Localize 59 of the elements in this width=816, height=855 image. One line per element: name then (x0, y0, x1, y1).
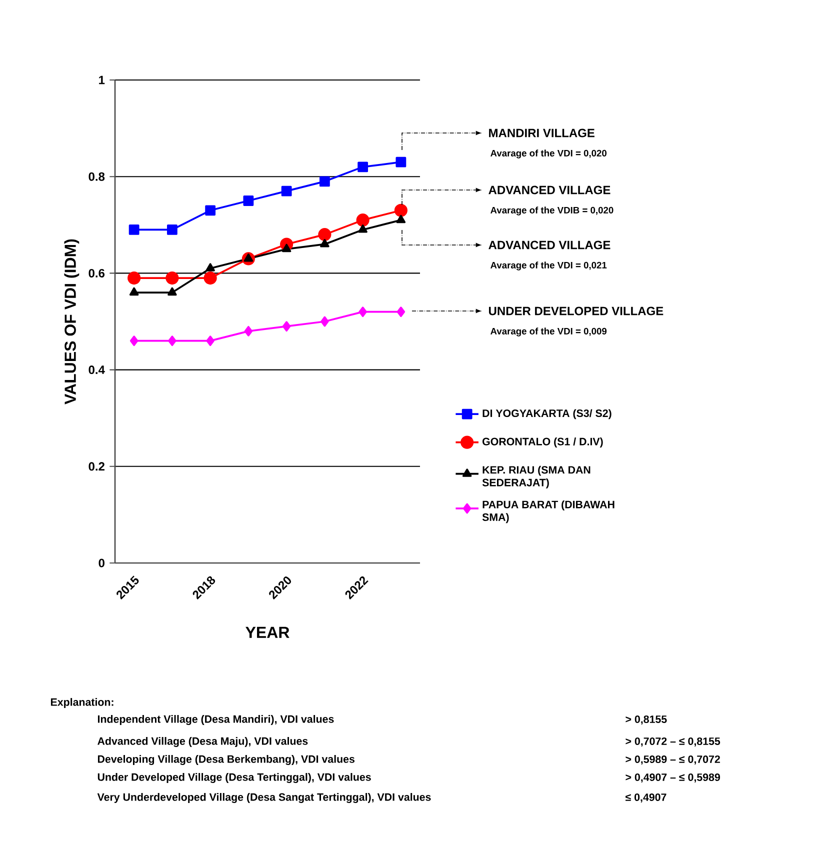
point (204, 271, 217, 285)
point (396, 214, 406, 224)
point (394, 204, 408, 217)
point (166, 224, 178, 235)
point (166, 271, 179, 285)
y-axis-title: VALUES OF VDI (IDM) (64, 239, 80, 404)
point (129, 287, 139, 296)
point (244, 326, 253, 336)
point (282, 321, 291, 332)
x-axis-title: YEAR (246, 626, 290, 638)
text: > 0,8155 (626, 715, 667, 725)
y-tick-label: 0.2 (88, 462, 104, 471)
point (128, 271, 141, 285)
point (320, 239, 330, 248)
text: > 0,7072 – ≤ 0,8155 (626, 737, 720, 747)
y-tick-label: 1 (99, 76, 105, 84)
point (358, 224, 368, 233)
text: Developing Village (Desa Berkembang), VDI values (98, 755, 354, 765)
y-tick-label: 0 (98, 558, 104, 568)
point (128, 224, 140, 235)
legend-label: PAPUA BARAT (DIBAWAH SMA) (482, 500, 614, 524)
point (168, 287, 177, 296)
y-tick-label: 0.6 (88, 268, 105, 278)
text: ADVANCED VILLAGE (488, 186, 610, 194)
point (396, 156, 406, 168)
point (318, 228, 332, 242)
point (206, 263, 215, 272)
point (358, 306, 367, 318)
text: ADVANCED VILLAGE (488, 240, 610, 250)
point (205, 205, 216, 216)
text: Explanation: (50, 698, 114, 708)
point (319, 176, 330, 187)
point (281, 186, 292, 196)
text: Independent Village (Desa Mandiri), VDI values (98, 715, 334, 725)
text: Avarage of the VDI = 0,021 (490, 262, 607, 270)
legend-label: GORONTALO (S1 / D.IV) (482, 438, 603, 448)
point (206, 336, 214, 346)
legend-label: DI YOGYAKARTA (S3/ S2) (482, 409, 612, 420)
text: Avarage of the VDI = 0,009 (490, 328, 607, 336)
text: Avarage of the VDIB = 0,020 (490, 206, 614, 216)
point (396, 306, 406, 318)
y-tick-label: 0.4 (88, 366, 105, 374)
point (243, 196, 254, 206)
y-tick-label: 0.8 (88, 172, 105, 181)
text: Avarage of the VDI = 0,020 (490, 150, 607, 158)
text: Advanced Village (Desa Maju), VDI values (98, 737, 308, 747)
text: Under Developed Village (Desa Tertinggal), VDI values (98, 773, 371, 784)
text: > 0,5989 – ≤ 0,7072 (626, 755, 720, 765)
text: UNDER DEVELOPED VILLAGE (488, 306, 664, 316)
text: MANDIRI VILLAGE (489, 128, 594, 138)
text: > 0,4907 – ≤ 0,5989 (626, 773, 720, 783)
point (320, 316, 329, 327)
point (130, 336, 138, 346)
legend-label: KEP. RIAU (SMA DAN SEDERAJAT) (482, 466, 590, 488)
point (356, 214, 370, 227)
point (358, 162, 368, 172)
point (168, 336, 176, 346)
text: ≤ 0,4907 (626, 793, 666, 803)
text: Very Underdeveloped Village (Desa Sangat Tertinggal), VDI values (97, 793, 431, 804)
